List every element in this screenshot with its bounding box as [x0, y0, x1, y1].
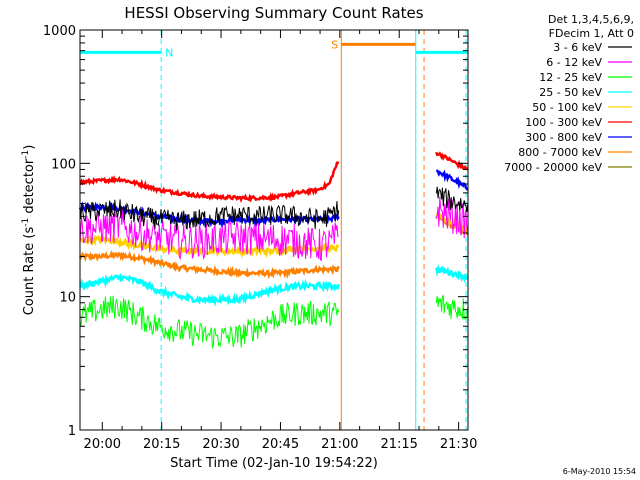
chart-title: HESSI Observing Summary Count Rates [124, 4, 423, 22]
series-line [78, 233, 340, 259]
series-line [79, 272, 340, 307]
y-axis-label-sup: -1 [21, 150, 31, 159]
legend: Det 1,3,4,5,6,9,FDecim 1, Att 03 - 6 keV… [504, 13, 634, 174]
y-tick-label: 100 [51, 157, 76, 172]
x-tick-label: 20:15 [143, 437, 180, 452]
series-line [79, 295, 340, 350]
series-line [79, 161, 340, 203]
legend-label: 300 - 800 keV [525, 131, 602, 144]
y-tick-label: 1000 [43, 24, 76, 39]
y-axis-label-part: ) [22, 145, 37, 150]
y-axis: 1 10 100 1000 [43, 24, 468, 439]
plot-area: NS [78, 30, 469, 430]
legend-label: 7000 - 20000 keV [504, 161, 602, 174]
legend-label: 12 - 25 keV [539, 71, 602, 84]
legend-label: 3 - 6 keV [553, 41, 602, 54]
legend-header: FDecim 1, Att 0 [549, 27, 634, 40]
legend-label: 6 - 12 keV [546, 56, 602, 69]
x-tick-label: 20:30 [202, 437, 239, 452]
legend-label: 800 - 7000 keV [518, 146, 602, 159]
x-tick-label: 21:00 [321, 437, 358, 452]
series-line [435, 151, 469, 171]
legend-label: 25 - 50 keV [539, 86, 602, 99]
plot-frame [79, 29, 469, 431]
series-line [435, 212, 469, 232]
series-line [79, 209, 339, 262]
series-line [435, 186, 469, 213]
y-axis-label-part: Count Rate (s [22, 227, 37, 316]
x-tick-label: 21:15 [380, 437, 417, 452]
legend-label: 100 - 300 keV [525, 116, 602, 129]
y-axis-label: Count Rate (s-1 detector-1) [21, 145, 37, 316]
marker-label: S [331, 38, 338, 51]
series-line [79, 199, 340, 231]
x-axis: 20:00 20:15 20:30 20:45 21:00 21:15 21:30 [84, 30, 477, 452]
y-axis-label-part: detector [22, 158, 37, 218]
series-line [435, 196, 469, 239]
x-axis-label: Start Time (02-Jan-10 19:54:22) [170, 456, 378, 471]
y-tick-label: 1 [68, 424, 76, 439]
series-line [435, 264, 469, 284]
marker-label: N [165, 46, 173, 59]
series-line [435, 294, 469, 321]
series-line [435, 169, 469, 191]
series-line [78, 249, 340, 280]
x-tick-label: 20:45 [262, 437, 299, 452]
x-tick-label: 21:30 [440, 437, 477, 452]
x-tick-label: 20:00 [84, 437, 121, 452]
y-tick-label: 10 [59, 291, 76, 306]
legend-header: Det 1,3,4,5,6,9, [548, 13, 634, 26]
legend-label: 50 - 100 keV [532, 101, 602, 114]
y-axis-label-sup: -1 [21, 218, 31, 227]
footer-date: 6-May-2010 15:54 [563, 467, 636, 476]
